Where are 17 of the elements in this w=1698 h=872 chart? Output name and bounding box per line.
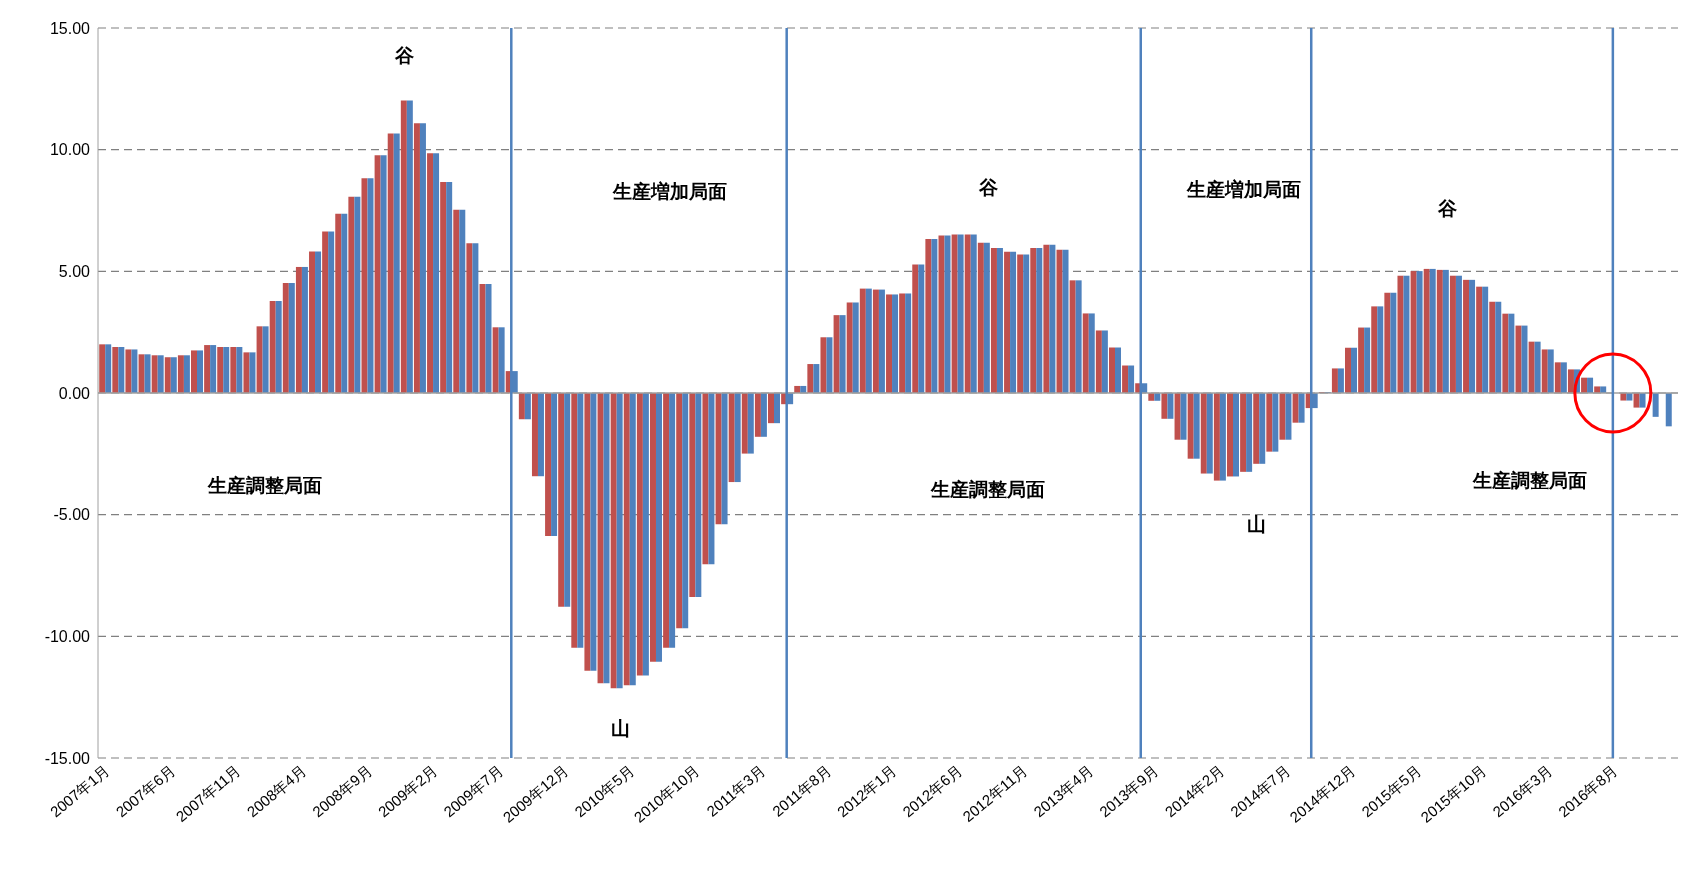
annotation: 山 [1246,514,1266,536]
annotation: 谷 [1437,198,1457,220]
y-tick-label: 5.00 [58,263,91,281]
y-tick-label: -15.00 [44,749,91,767]
y-tick-label: 10.00 [49,141,91,159]
annotation: 谷 [394,45,414,67]
y-tick-label: -5.00 [53,506,91,524]
annotation: 谷 [978,177,998,199]
annotation: 生産増加局面 [613,181,727,203]
annotation: 山 [610,718,630,740]
annotation: 生産調整局面 [208,475,322,497]
y-tick-label: 0.00 [58,384,91,402]
y-tick-label: 15.00 [49,19,91,37]
annotation: 生産増加局面 [1187,179,1301,201]
annotation: 生産調整局面 [931,479,1045,501]
annotation: 生産調整局面 [1473,470,1587,492]
y-tick-label: -10.00 [44,628,91,646]
